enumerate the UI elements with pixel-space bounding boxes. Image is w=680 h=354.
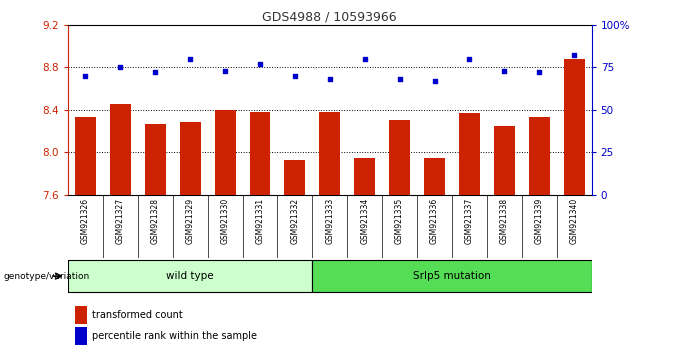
Point (568, 52, 579, 58)
Bar (459, 113, 480, 195)
Bar (529, 117, 549, 195)
Bar (424, 158, 445, 195)
Text: wild type: wild type (167, 271, 214, 281)
Bar (312, 260, 592, 292)
Point (359, 56, 370, 62)
Text: transformed count: transformed count (92, 310, 182, 320)
Text: Srlp5 mutation: Srlp5 mutation (413, 271, 491, 281)
Bar (354, 158, 375, 195)
Text: genotype/variation: genotype/variation (3, 272, 90, 281)
Bar (68, 260, 312, 292)
Point (254, 61, 265, 67)
Bar (75, 306, 87, 324)
Text: GSM921339: GSM921339 (534, 198, 544, 244)
Point (185, 56, 196, 62)
Text: GSM921336: GSM921336 (430, 198, 439, 244)
Text: GDS4988 / 10593966: GDS4988 / 10593966 (262, 11, 397, 24)
Bar (564, 59, 585, 195)
Bar (284, 160, 305, 195)
Point (80, 73, 91, 79)
Bar (75, 117, 96, 195)
Bar (320, 112, 340, 195)
Text: GSM921333: GSM921333 (325, 198, 335, 244)
Text: GSM921332: GSM921332 (290, 198, 299, 244)
Text: percentile rank within the sample: percentile rank within the sample (92, 331, 257, 341)
Point (150, 69, 160, 75)
Text: GSM921329: GSM921329 (186, 198, 194, 244)
Text: GSM921337: GSM921337 (465, 198, 474, 244)
Text: GSM921328: GSM921328 (151, 198, 160, 244)
Bar (494, 126, 515, 195)
Bar (215, 110, 235, 195)
Text: GSM921330: GSM921330 (220, 198, 230, 244)
Text: GSM921326: GSM921326 (81, 198, 90, 244)
Text: GSM921327: GSM921327 (116, 198, 125, 244)
Point (324, 76, 335, 82)
Bar (75, 327, 87, 345)
Point (429, 78, 440, 84)
Text: GSM921331: GSM921331 (256, 198, 265, 244)
Bar (110, 104, 131, 195)
Point (115, 64, 126, 70)
Point (290, 73, 301, 79)
Bar (250, 112, 271, 195)
Point (220, 68, 231, 74)
Bar (389, 120, 410, 195)
Point (534, 69, 545, 75)
Text: GSM921340: GSM921340 (570, 198, 579, 244)
Point (394, 76, 405, 82)
Text: GSM921335: GSM921335 (395, 198, 404, 244)
Bar (180, 122, 201, 195)
Text: GSM921334: GSM921334 (360, 198, 369, 244)
Text: GSM921338: GSM921338 (500, 198, 509, 244)
Bar (145, 124, 166, 195)
Point (464, 56, 475, 62)
Point (499, 68, 510, 74)
